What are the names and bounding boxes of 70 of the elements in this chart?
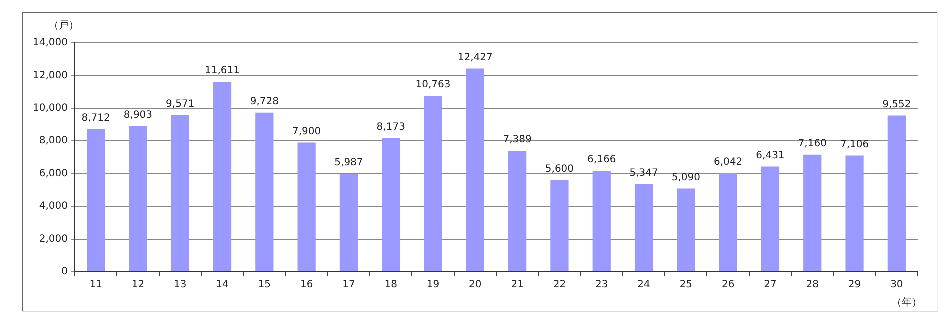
x-tick-label: 18 (384, 280, 398, 291)
data-label: 12,427 (458, 52, 493, 64)
x-tick-label: 14 (216, 280, 229, 291)
bar (846, 156, 864, 272)
data-label: 6,166 (588, 154, 616, 166)
x-tick-label: 12 (132, 280, 145, 291)
data-label: 5,347 (630, 168, 658, 180)
data-label: 8,712 (82, 113, 110, 124)
x-tick-label: 11 (90, 280, 102, 291)
y-tick-label: 14,000 (32, 38, 68, 49)
y-tick-label: 0 (62, 266, 68, 278)
x-tick-label: 20 (469, 280, 482, 291)
data-label: 8,173 (376, 122, 406, 133)
bar (424, 96, 442, 272)
x-tick-label: 21 (511, 280, 524, 291)
data-label: 7,160 (798, 138, 827, 150)
data-label: 7,389 (503, 134, 532, 146)
x-tick-label: 16 (300, 280, 314, 291)
data-label: 9,571 (166, 99, 195, 110)
bar (592, 171, 611, 272)
x-tick-label: 13 (174, 280, 187, 291)
data-label: 11,611 (205, 66, 240, 77)
bar (550, 180, 569, 272)
y-tick-label: 12,000 (32, 70, 68, 82)
data-label: 6,431 (756, 150, 785, 162)
x-tick-label: 23 (596, 280, 608, 291)
data-label: 9,728 (250, 96, 279, 108)
x-tick-label: 28 (806, 280, 819, 291)
data-label: 8,903 (124, 110, 153, 121)
x-axis-title: （年） (892, 296, 922, 309)
x-tick-label: 17 (342, 280, 356, 291)
data-label: 10,763 (416, 80, 451, 91)
bar (129, 126, 148, 272)
x-tick-label: 15 (258, 280, 272, 291)
data-label: 7,106 (840, 139, 870, 150)
bar (382, 138, 400, 272)
y-tick-label: 2,000 (39, 234, 68, 245)
y-tick-label: 10,000 (32, 103, 68, 114)
bar (171, 115, 190, 272)
x-tick-label: 26 (722, 280, 735, 291)
x-tick-label: 22 (553, 280, 566, 291)
data-label: 5,600 (545, 164, 574, 175)
bar (213, 82, 232, 272)
bar (634, 184, 654, 272)
bar (508, 151, 527, 272)
bar (677, 188, 696, 272)
data-label: 5,987 (334, 158, 364, 169)
data-label: 5,090 (672, 172, 700, 184)
bar (804, 154, 822, 272)
x-tick-label: 25 (680, 280, 693, 291)
x-tick-label: 30 (890, 280, 904, 291)
x-tick-label: 29 (848, 280, 862, 291)
data-label: 9,552 (882, 99, 912, 110)
y-axis-title: （戸） (48, 20, 79, 32)
data-label: 6,042 (714, 156, 743, 168)
bar (340, 174, 358, 272)
bar (719, 173, 738, 272)
bar (888, 116, 906, 272)
x-tick-label: 27 (764, 280, 777, 291)
bar (256, 112, 274, 272)
bar (466, 68, 484, 272)
bar (761, 166, 780, 272)
bar (298, 142, 316, 272)
x-tick-label: 19 (426, 280, 440, 291)
data-label: 7,900 (292, 126, 322, 138)
x-tick-label: 24 (638, 280, 650, 291)
bar (87, 129, 106, 272)
y-tick-label: 6,000 (39, 168, 68, 180)
y-tick-label: 4,000 (39, 201, 68, 212)
y-tick-label: 8,000 (39, 136, 68, 147)
